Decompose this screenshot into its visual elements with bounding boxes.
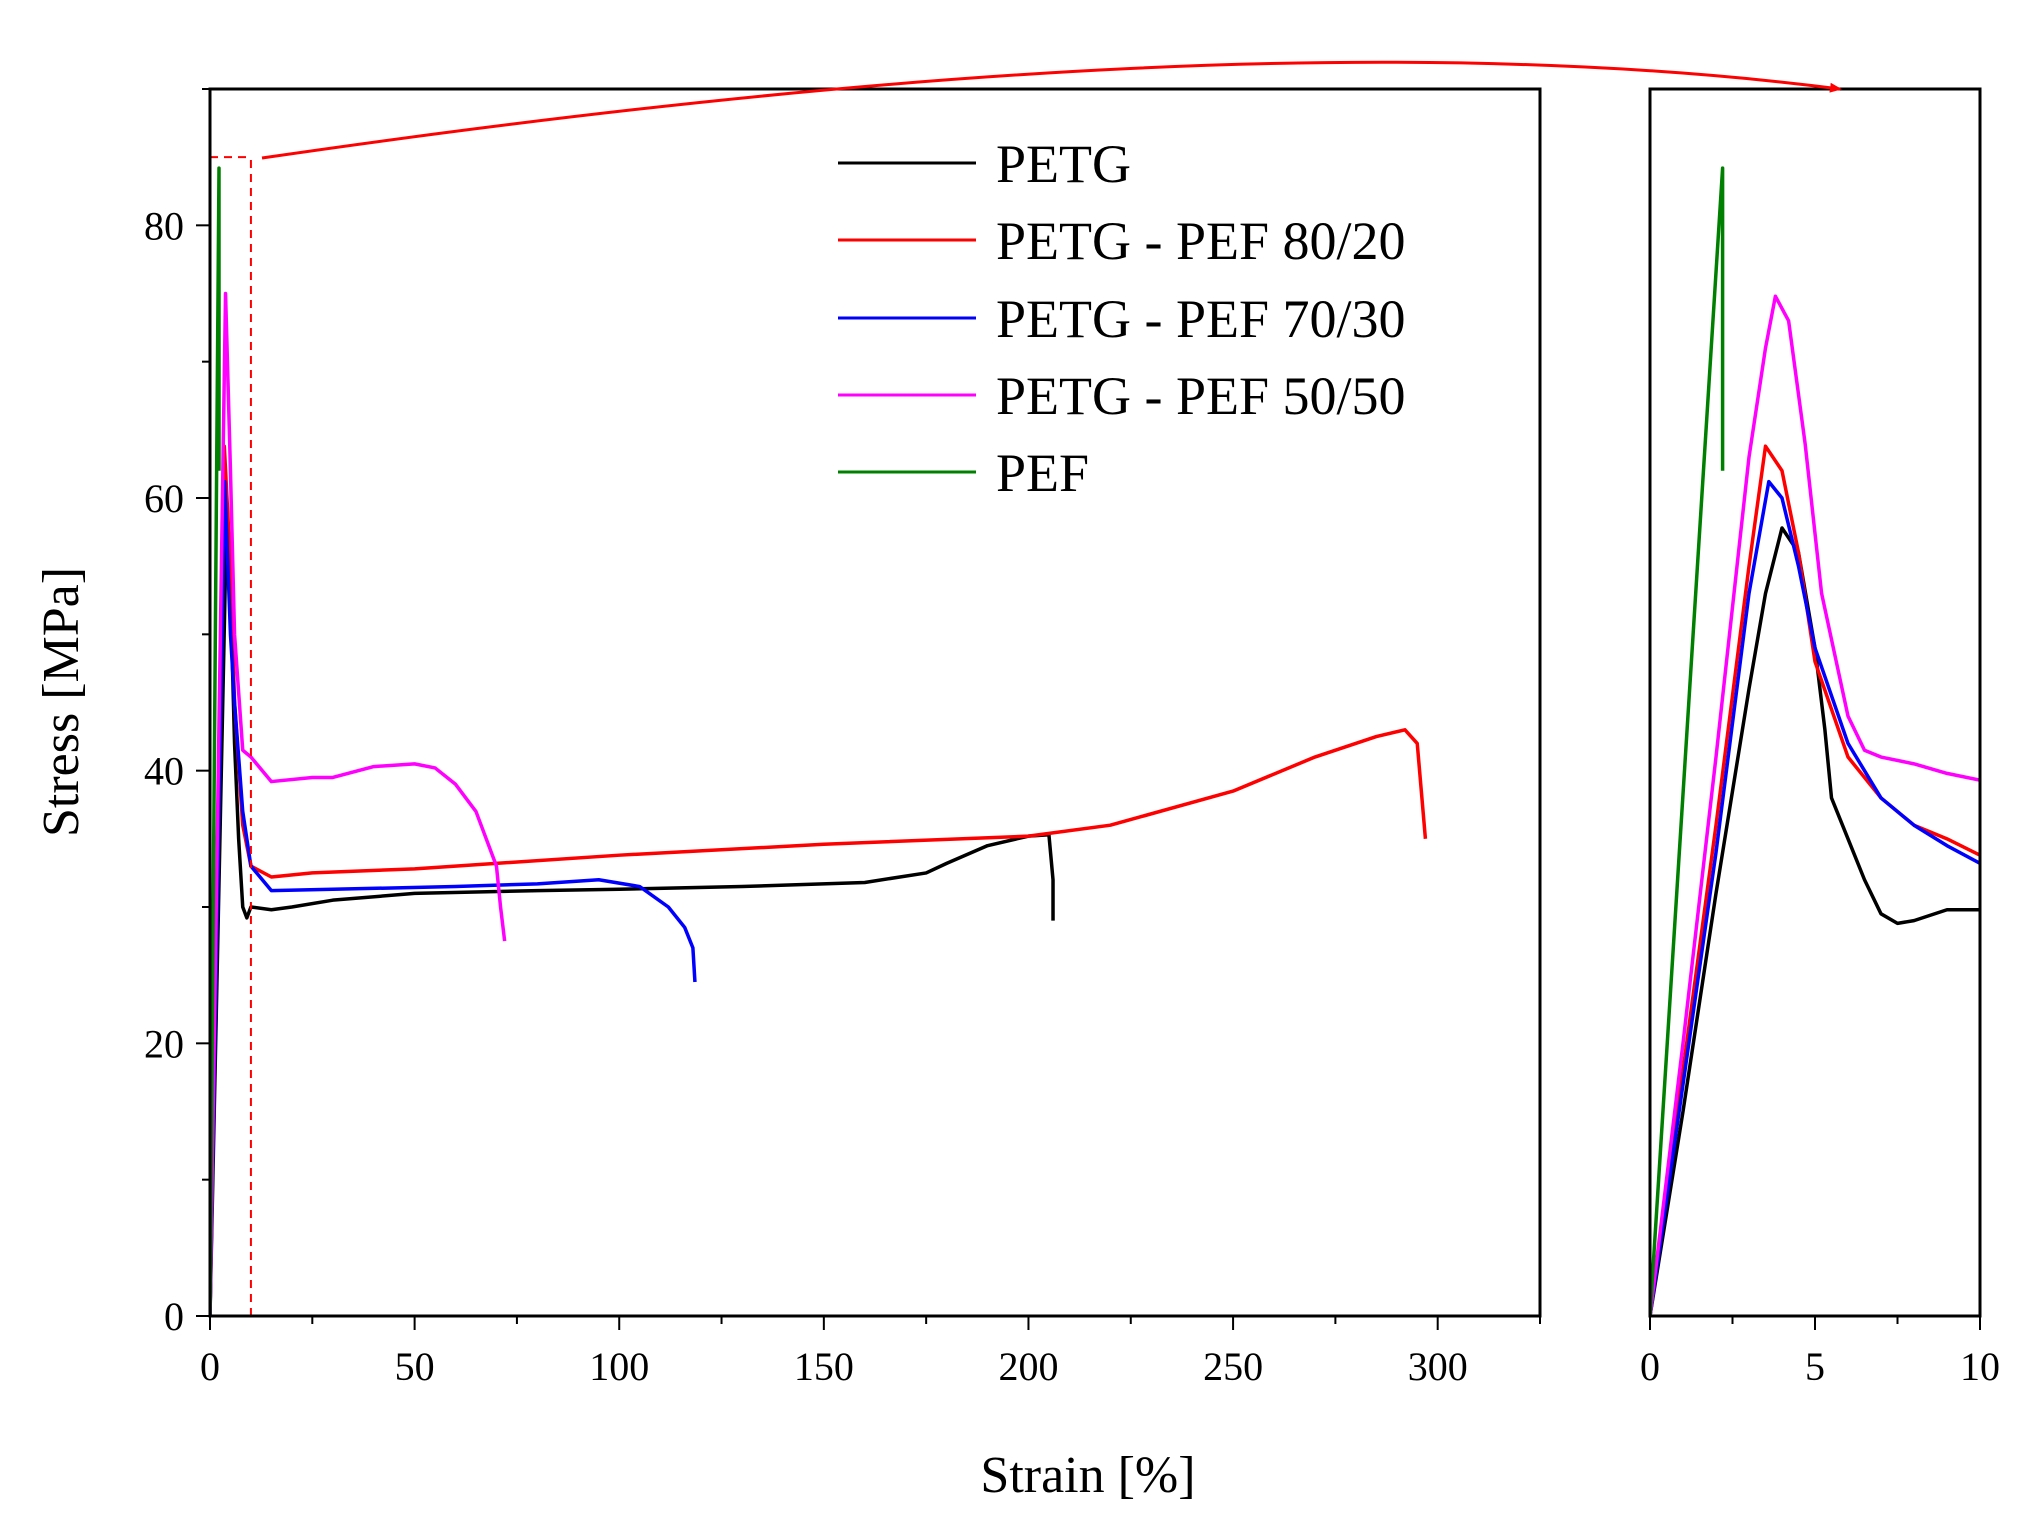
- inset-series-line-petg-pef-80-20: [1650, 444, 1980, 1316]
- legend-label-petg-pef-80-20: PETG - PEF 80/20: [996, 211, 1406, 271]
- main-plot: 0 50 100 150 200 250 300 0 20 40 60 80 Stress [MPa]…: [33, 87, 1542, 1504]
- x-axis-title: Strain [%]: [980, 1447, 1195, 1504]
- inset-axes-group: 0 5 10: [1640, 1316, 2000, 1389]
- legend: PETG PETG - PEF 80/20 PETG - PEF 70/30 P…: [838, 134, 1406, 503]
- x-tick-label: 0: [200, 1344, 220, 1389]
- series-line-pef: [210, 166, 221, 1316]
- x-tick-label: 150: [794, 1344, 854, 1389]
- x-tick-label: 250: [1203, 1344, 1263, 1389]
- inset-plot: 0 5 10: [1640, 87, 2000, 1389]
- inset-series-line-petg-pef-50-50: [1650, 294, 1980, 1316]
- series-line-petg-pef-50-50: [210, 291, 507, 1316]
- x-tick-label: 100: [589, 1344, 649, 1389]
- inset-series-line-petg-pef-70-30: [1650, 479, 1980, 1316]
- y-axis-title: Stress [MPa]: [33, 567, 90, 837]
- inset-x-tick-label: 5: [1805, 1344, 1825, 1389]
- zoom-connector-arrow: [261, 60, 1842, 160]
- x-tick-label: 200: [998, 1344, 1058, 1389]
- inset-x-tick-label: 10: [1960, 1344, 2000, 1389]
- inset-x-tick-label: 0: [1640, 1344, 1660, 1389]
- legend-label-pef: PEF: [996, 443, 1089, 503]
- main-plot-frame: [208, 87, 1542, 1318]
- y-tick-label: 20: [144, 1021, 184, 1066]
- y-tick-label: 40: [144, 749, 184, 794]
- series-line-petg-pef-70-30: [210, 479, 697, 1316]
- y-tick-label: 0: [164, 1294, 184, 1339]
- legend-label-petg-pef-50-50: PETG - PEF 50/50: [996, 366, 1406, 426]
- inset-series-line-petg: [1650, 526, 1980, 1316]
- inset-series-line-pef: [1650, 166, 1725, 1316]
- legend-label-petg: PETG: [996, 134, 1131, 194]
- series-line-petg: [210, 526, 1055, 1316]
- x-tick-label: 300: [1408, 1344, 1468, 1389]
- legend-label-petg-pef-70-30: PETG - PEF 70/30: [996, 289, 1406, 349]
- y-tick-label: 60: [144, 476, 184, 521]
- series-line-petg-pef-80-20: [210, 444, 1428, 1316]
- main-axes-group: 0 50 100 150 200 250 300 0 20 40 60 80: [144, 88, 1541, 1389]
- x-tick-label: 50: [395, 1344, 435, 1389]
- y-tick-label: 80: [144, 203, 184, 248]
- main-series-group: [210, 166, 1428, 1316]
- inset-series-group: [1650, 166, 1980, 1316]
- inset-plot-frame: [1648, 87, 1982, 1318]
